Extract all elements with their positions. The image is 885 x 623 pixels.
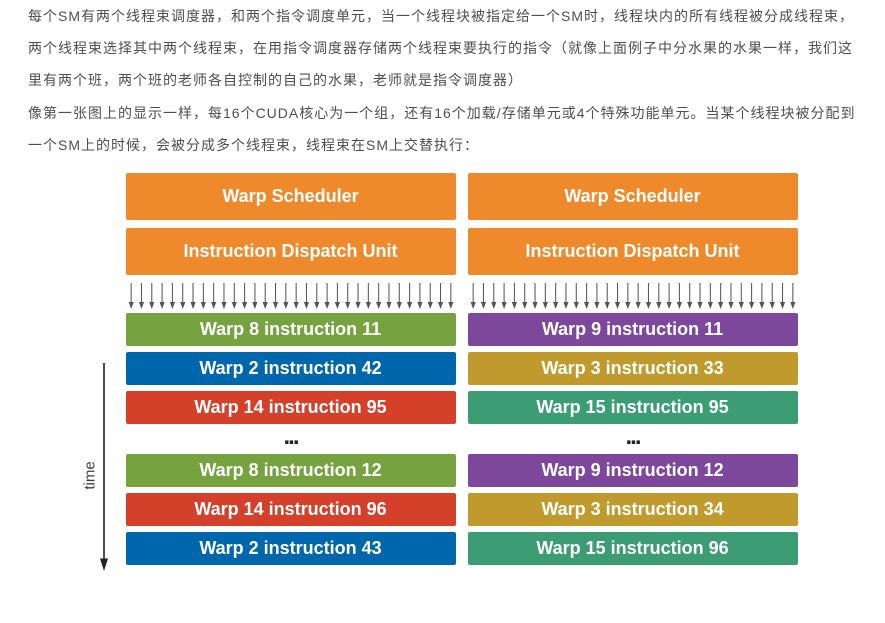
instruction-row: Warp 14 instruction 95 Warp 15 instructio… <box>126 391 798 424</box>
paragraph-2: 像第一张图上的显示一样，每16个CUDA核心为一个组，还有16个加载/存储单元或… <box>28 97 857 161</box>
instruction-box: Warp 9 instruction 12 <box>468 454 798 487</box>
ellipsis-row: ... ... <box>126 430 798 452</box>
ellipsis-left: ... <box>126 430 456 452</box>
instruction-box: Warp 8 instruction 11 <box>126 313 456 346</box>
instruction-box: Warp 3 instruction 33 <box>468 352 798 385</box>
dispatch-arrows-row <box>126 283 798 309</box>
instruction-box: Warp 15 instruction 96 <box>468 532 798 565</box>
instruction-box: Warp 8 instruction 12 <box>126 454 456 487</box>
diagram-main: Warp Scheduler Warp Scheduler Instructio… <box>108 173 804 571</box>
instruction-box: Warp 14 instruction 95 <box>126 391 456 424</box>
prose-block: 每个SM有两个线程束调度器，和两个指令调度单元，当一个线程块被指定给一个SM时，… <box>0 0 885 161</box>
instruction-row: Warp 14 instruction 96 Warp 3 instruction… <box>126 493 798 526</box>
instruction-row: Warp 2 instruction 42 Warp 3 instruction … <box>126 352 798 385</box>
ellipsis-right: ... <box>468 430 798 452</box>
warp-scheduler-diagram: time Warp Scheduler Warp Scheduler Instr… <box>72 163 814 579</box>
instruction-box: Warp 2 instruction 43 <box>126 532 456 565</box>
instruction-row: Warp 8 instruction 11 Warp 9 instruction … <box>126 313 798 346</box>
dispatch-arrows-left <box>126 283 456 309</box>
time-axis: time <box>82 363 108 571</box>
instruction-rows-top: Warp 8 instruction 11 Warp 9 instruction … <box>126 313 798 424</box>
instruction-box: Warp 14 instruction 96 <box>126 493 456 526</box>
instruction-row: Warp 2 instruction 43 Warp 15 instruction… <box>126 532 798 565</box>
paragraph-1: 每个SM有两个线程束调度器，和两个指令调度单元，当一个线程块被指定给一个SM时，… <box>28 0 857 97</box>
instruction-box: Warp 15 instruction 95 <box>468 391 798 424</box>
instruction-box: Warp 2 instruction 42 <box>126 352 456 385</box>
time-axis-label: time <box>81 461 98 489</box>
warp-scheduler-left: Warp Scheduler <box>126 173 456 220</box>
instruction-box: Warp 9 instruction 11 <box>468 313 798 346</box>
dispatch-arrows-right <box>468 283 798 309</box>
time-arrow-icon <box>100 363 108 571</box>
diagram-container: time Warp Scheduler Warp Scheduler Instr… <box>0 163 885 579</box>
dispatch-unit-left: Instruction Dispatch Unit <box>126 228 456 275</box>
instruction-rows-bottom: Warp 8 instruction 12 Warp 9 instruction … <box>126 454 798 565</box>
warp-scheduler-right: Warp Scheduler <box>468 173 798 220</box>
dispatch-unit-right: Instruction Dispatch Unit <box>468 228 798 275</box>
scheduler-row: Warp Scheduler Warp Scheduler <box>126 173 798 220</box>
dispatch-row: Instruction Dispatch Unit Instruction Di… <box>126 228 798 275</box>
instruction-box: Warp 3 instruction 34 <box>468 493 798 526</box>
instruction-row: Warp 8 instruction 12 Warp 9 instruction … <box>126 454 798 487</box>
